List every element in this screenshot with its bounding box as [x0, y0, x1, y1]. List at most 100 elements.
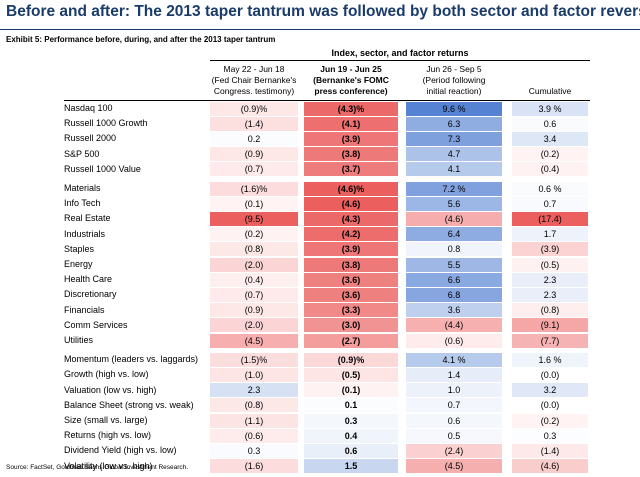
row-label: Health Care	[64, 274, 113, 285]
row-label: Nasdaq 100	[64, 103, 113, 113]
cell: (2.4)	[406, 444, 502, 458]
cell: 5.6	[406, 196, 502, 211]
cell: (0.6)	[210, 428, 298, 443]
cell: 0.5	[406, 428, 502, 443]
rule	[0, 29, 640, 30]
cell: (1.6)%	[210, 181, 298, 196]
cell: 2.3	[512, 288, 588, 302]
cell: (4.4)	[406, 318, 502, 333]
cell: (0.6)	[406, 333, 502, 348]
row-label: Volatility (low vs. high)	[64, 460, 153, 471]
cell: (3.0)	[304, 318, 398, 333]
cell: (2.0)	[210, 318, 298, 333]
cell: 9.6 %	[406, 101, 502, 116]
cell: 3.4	[512, 132, 588, 146]
cell: 0.6	[406, 413, 502, 428]
cell: (4.1)	[304, 116, 398, 131]
cell: (3.3)	[304, 303, 398, 318]
cell: 3.9 %	[512, 101, 588, 116]
cell: (2.0)	[210, 257, 298, 272]
cell: (0.1)	[304, 383, 398, 398]
cell: 0.3	[304, 413, 398, 428]
cell: (0.1)	[210, 196, 298, 211]
row-label: Returns (high vs. low)	[64, 430, 152, 441]
cell: (3.8)	[304, 147, 398, 162]
column-header: press conference)	[314, 86, 388, 96]
cell: 7.3	[406, 132, 502, 146]
cell: 0.3	[210, 444, 298, 458]
cell: 1.6 %	[512, 352, 588, 367]
cell: 1.4	[406, 368, 502, 382]
cell: 1.5	[304, 459, 398, 474]
row-label: Materials	[64, 183, 101, 193]
cell: (3.7)	[304, 162, 398, 177]
cell: (0.7)	[210, 288, 298, 302]
cell: 0.2	[210, 132, 298, 146]
row-label: Discretionary	[64, 289, 117, 300]
cell: 4.7	[406, 147, 502, 162]
group-title: Index, sector, and factor returns	[331, 48, 469, 58]
row-label: Balance Sheet (strong vs. weak)	[64, 399, 194, 410]
row-label: Utilities	[64, 335, 94, 345]
column-header: Jun 19 - Jun 25	[320, 64, 382, 74]
cell: (0.2)	[512, 413, 588, 428]
row-label: Energy	[64, 259, 93, 269]
cell: (0.9)%	[304, 352, 398, 367]
cell: (1.4)	[512, 444, 588, 458]
row-label: Real Estate	[64, 213, 111, 224]
source: Source: FactSet, Goldman Sachs Global In…	[6, 464, 189, 471]
row-label: S&P 500	[64, 148, 100, 159]
cell: (0.4)	[512, 162, 588, 177]
row-label: Growth (high vs. low)	[64, 369, 149, 380]
cell: (4.6)	[304, 196, 398, 211]
cell: 0.8	[406, 242, 502, 257]
cell: (4.3)	[304, 212, 398, 226]
cell: 2.3	[512, 272, 588, 287]
cell: (0.2)	[512, 147, 588, 162]
cell: 0.3	[512, 428, 588, 443]
cell: (1.5)%	[210, 352, 298, 367]
cell: (1.6)	[210, 459, 298, 474]
rule	[64, 100, 590, 101]
exhibit-caption: Exhibit 5: Performance before, during, a…	[6, 35, 276, 44]
cell: 0.1	[304, 398, 398, 413]
cell: (0.9)	[210, 147, 298, 162]
cell: (0.7)	[210, 162, 298, 177]
cell: 0.6	[304, 444, 398, 458]
cell: 4.1	[406, 162, 502, 177]
column-header: Congress. testimony)	[213, 86, 295, 96]
column-header: initial reaction)	[426, 86, 482, 96]
row-label: Financials	[64, 304, 105, 315]
title: Before and after: The 2013 taper tantrum…	[6, 3, 640, 20]
row-label: Momentum (leaders vs. laggards)	[64, 354, 199, 365]
cell: (0.0)	[512, 398, 588, 413]
row-label: Russell 2000	[64, 133, 117, 144]
cell: 0.6 %	[512, 181, 588, 196]
cell: 0.4	[304, 428, 398, 443]
cell: (1.0)	[210, 368, 298, 382]
cell: (0.8)	[210, 398, 298, 413]
cell: (3.9)	[304, 132, 398, 146]
cell: 6.8	[406, 288, 502, 302]
cell: (2.7)	[304, 333, 398, 348]
cell: (7.7)	[512, 333, 588, 348]
row-label: Russell 1000 Value	[64, 163, 141, 174]
cell: (0.8)	[512, 303, 588, 318]
cell: (3.9)	[304, 242, 398, 257]
cell: (1.1)	[210, 413, 298, 428]
cell: (4.6)	[512, 459, 588, 474]
cell: 0.6	[512, 116, 588, 131]
column-header: (Fed Chair Bernanke's	[211, 75, 297, 85]
cell: (0.9)	[210, 303, 298, 318]
row-label: Valuation (low vs. high)	[64, 384, 157, 395]
cell: 6.6	[406, 272, 502, 287]
cell: 1.0	[406, 383, 502, 398]
cell: (9.1)	[512, 318, 588, 333]
cell: (0.5)	[304, 368, 398, 382]
row-label: Info Tech	[64, 198, 101, 209]
cell: 5.5	[406, 257, 502, 272]
cell: (3.8)	[304, 257, 398, 272]
cell: (3.6)	[304, 272, 398, 287]
column-header: May 22 - Jun 18	[223, 64, 285, 74]
cell: 7.2 %	[406, 181, 502, 196]
